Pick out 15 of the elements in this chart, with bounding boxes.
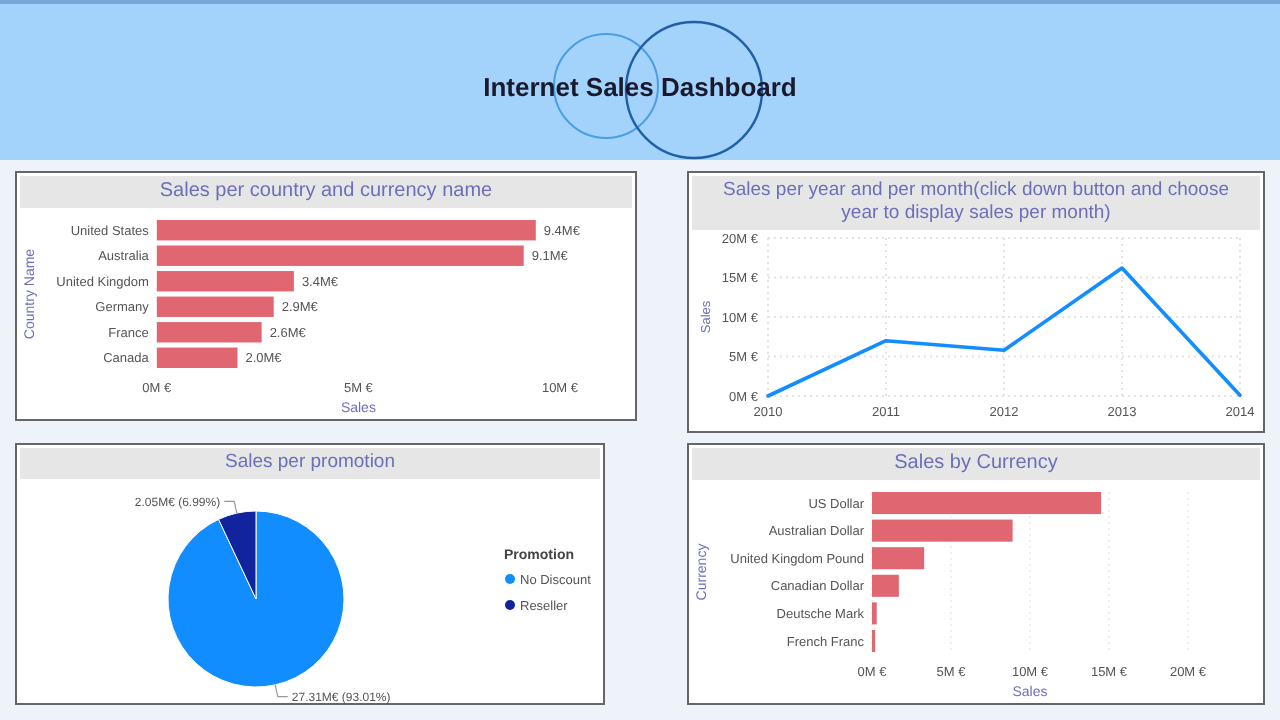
bar: [872, 574, 899, 597]
bar: [156, 296, 274, 317]
bar: [156, 271, 294, 292]
bar: [872, 547, 925, 570]
chart-title: Sales per year and per month(click down button and choose year to display sales per month): [723, 179, 1229, 224]
chart-title: Sales by Currency: [894, 452, 1058, 474]
bar: [156, 347, 238, 368]
bar: [872, 519, 1013, 542]
bar: [156, 220, 536, 241]
bar: [156, 322, 262, 343]
bar: [156, 245, 524, 266]
bar: [872, 492, 1102, 515]
chart-title: Sales per promotion: [224, 451, 396, 473]
chart-title: Sales per country and currency name: [159, 180, 494, 202]
pie-slice: [167, 510, 345, 688]
